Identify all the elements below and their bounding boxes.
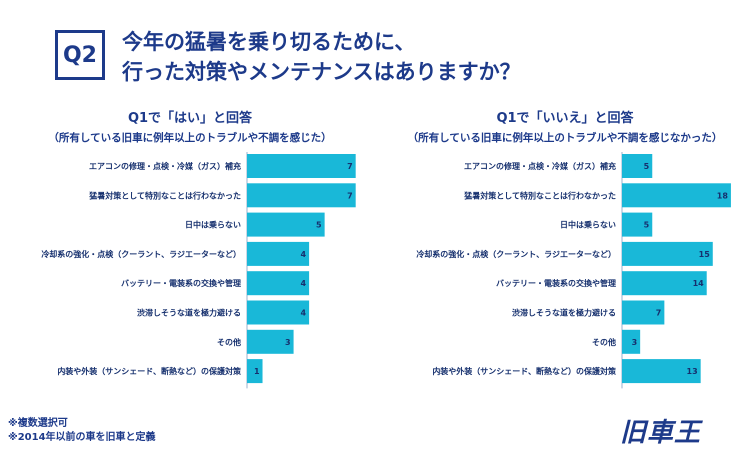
bar [247,329,294,354]
value-label: 18 [717,191,729,200]
bar [247,300,310,325]
category-label: 渋滞しそうな道を極力避ける [137,308,241,318]
bar [622,154,653,178]
bar [622,183,731,208]
chart-title: Q1で「はい」と回答 [127,111,253,126]
value-label: 13 [687,367,698,376]
bar-chart-yes: エアコンの修理・点検・冷媒（ガス）補充 7 猛暑対策として特別なことは行わなかった 7… [41,152,356,389]
question-badge: Q2 [55,30,105,80]
category-label: バッテリー・電装系の交換や管理 [121,278,241,288]
value-label: 4 [301,309,307,318]
bar [247,359,263,384]
value-label: 4 [301,250,307,259]
value-label: 1 [254,367,260,376]
footnote-definition: ※2014年以前の車を旧車と定義 [8,432,156,443]
value-label: 3 [632,338,638,347]
chart-subtitle: （所有している旧車に例年以上のトラブルや不調を感じなかった） [407,132,723,144]
value-label: 7 [347,191,353,200]
value-label: 7 [656,309,662,318]
category-label: エアコンの修理・点検・冷媒（ガス）補充 [89,161,241,171]
value-label: 5 [644,162,650,171]
category-label: 猛暑対策として特別なことは行わなかった [88,190,241,200]
bar [622,241,713,266]
chart-title: Q1で「いいえ」と回答 [496,111,634,126]
page-title: 今年の猛暑を乗り切るために、 行った対策やメンテナンスはありますか？ [122,27,521,87]
bar [622,212,653,237]
chart-panel-yes: Q1で「はい」と回答 （所有している旧車に例年以上のトラブルや不調を感じた） エ… [10,104,370,392]
category-label: エアコンの修理・点検・冷媒（ガス）補充 [464,161,616,171]
footnote-multiple-choice: ※複数選択可 [8,418,68,429]
category-label: 日中は乗らない [185,220,241,230]
category-label: 冷却系の強化・点検（クーラント、ラジエーターなど） [41,249,241,259]
bar [247,271,310,296]
bar [622,329,641,354]
category-label: 冷却系の強化・点検（クーラント、ラジエーターなど） [416,249,616,259]
bar [622,300,665,325]
bar [247,241,310,266]
brand-logo: 旧車王 [620,418,702,448]
value-label: 7 [347,162,353,171]
bar-chart-no: エアコンの修理・点検・冷媒（ガス）補充 5 猛暑対策として特別なことは行わなかった 1… [416,152,731,389]
category-label: 日中は乗らない [560,220,616,230]
value-label: 14 [693,279,705,288]
value-label: 5 [644,221,650,230]
category-label: 内装や外装（サンシェード、断熱など）の保護対策 [57,366,242,376]
bar [622,271,707,296]
category-label: その他 [217,337,241,347]
category-label: 渋滞しそうな道を極力避ける [512,308,616,318]
bar [247,183,356,208]
value-label: 4 [301,279,307,288]
category-label: その他 [592,337,616,347]
value-label: 15 [699,250,711,259]
category-label: バッテリー・電装系の交換や管理 [496,278,616,288]
category-label: 猛暑対策として特別なことは行わなかった [463,190,616,200]
bar [247,212,325,237]
value-label: 3 [285,338,291,347]
category-label: 内装や外装（サンシェード、断熱など）の保護対策 [432,366,617,376]
chart-subtitle: （所有している旧車に例年以上のトラブルや不調を感じた） [48,132,332,144]
bar [247,154,356,178]
title-line-2: 行った対策やメンテナンスはありますか？ [122,60,521,84]
chart-panel-no: Q1で「いいえ」と回答 （所有している旧車に例年以上のトラブルや不調を感じなかっ… [385,104,745,392]
bar [622,359,701,384]
title-line-1: 今年の猛暑を乗り切るために、 [122,30,416,54]
value-label: 5 [316,221,322,230]
